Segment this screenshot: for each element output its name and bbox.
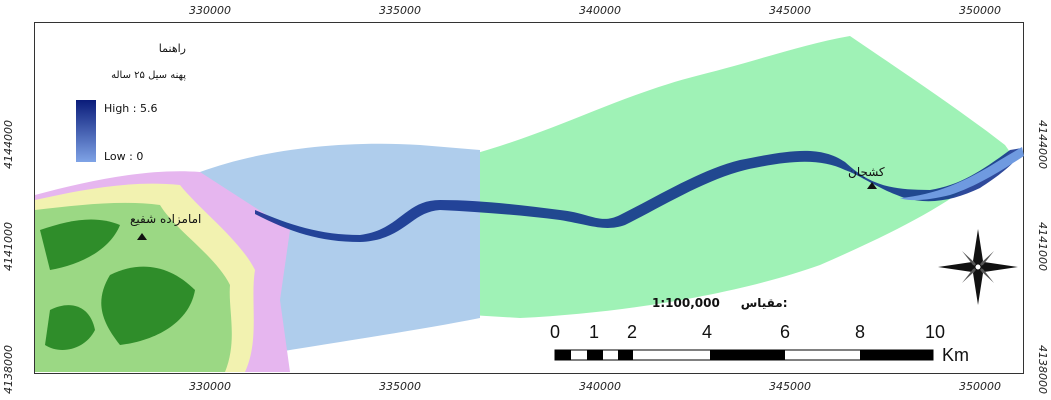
- mountain-dark-1: [40, 219, 120, 270]
- y-tick: 4141000: [1036, 222, 1049, 271]
- scale-ratio: 1:100,000: [652, 296, 720, 310]
- scale-number: 4: [701, 322, 713, 342]
- place-label-west: امامزاده شفیع: [130, 212, 202, 226]
- legend-low-label: Low : 0: [104, 150, 144, 163]
- scale-label: مقیاس:: [740, 296, 788, 310]
- scale-number: 8: [854, 322, 866, 342]
- x-tick: 350000: [959, 4, 1001, 17]
- legend-color-ramp: [76, 100, 96, 162]
- x-tick: 335000: [379, 380, 421, 393]
- place-triangle-icon: [137, 233, 147, 240]
- x-tick: 340000: [579, 380, 621, 393]
- scale-number: 6: [779, 322, 791, 342]
- flood-zone-light: [900, 147, 1024, 201]
- y-tick: 4141000: [2, 222, 15, 271]
- x-tick: 330000: [189, 4, 231, 17]
- x-tick: 345000: [769, 380, 811, 393]
- x-tick: 330000: [189, 380, 231, 393]
- north-arrow-icon: [938, 229, 1018, 305]
- y-tick: 4144000: [2, 120, 15, 169]
- scale-number: 10: [924, 322, 946, 342]
- mountain-dark-2: [101, 266, 195, 345]
- y-tick: 4144000: [1036, 120, 1049, 169]
- scale-number: 1: [588, 322, 600, 342]
- green-plain: [470, 36, 1010, 318]
- scale-number: 0: [549, 322, 561, 342]
- scale-unit: Km: [942, 345, 969, 365]
- x-tick: 335000: [379, 4, 421, 17]
- legend-title: راهنما: [158, 42, 186, 55]
- scale-bar: [554, 349, 934, 361]
- x-tick: 350000: [959, 380, 1001, 393]
- mountain-dark-3: [45, 305, 95, 350]
- scale-number: 2: [626, 322, 638, 342]
- legend-subtitle: پهنه سیل ۲۵ ساله: [111, 70, 186, 81]
- x-tick: 340000: [579, 4, 621, 17]
- y-tick: 4138000: [1036, 345, 1049, 394]
- legend: راهنما پهنه سیل ۲۵ ساله High : 5.6 Low :…: [66, 42, 186, 172]
- scale-title: 1:100,000 مقیاس:: [652, 296, 788, 310]
- place-triangle-icon: [867, 182, 877, 189]
- legend-high-label: High : 5.6: [104, 102, 158, 115]
- y-tick: 4138000: [2, 345, 15, 394]
- x-tick: 345000: [769, 4, 811, 17]
- place-label-east: کشجان: [848, 165, 885, 179]
